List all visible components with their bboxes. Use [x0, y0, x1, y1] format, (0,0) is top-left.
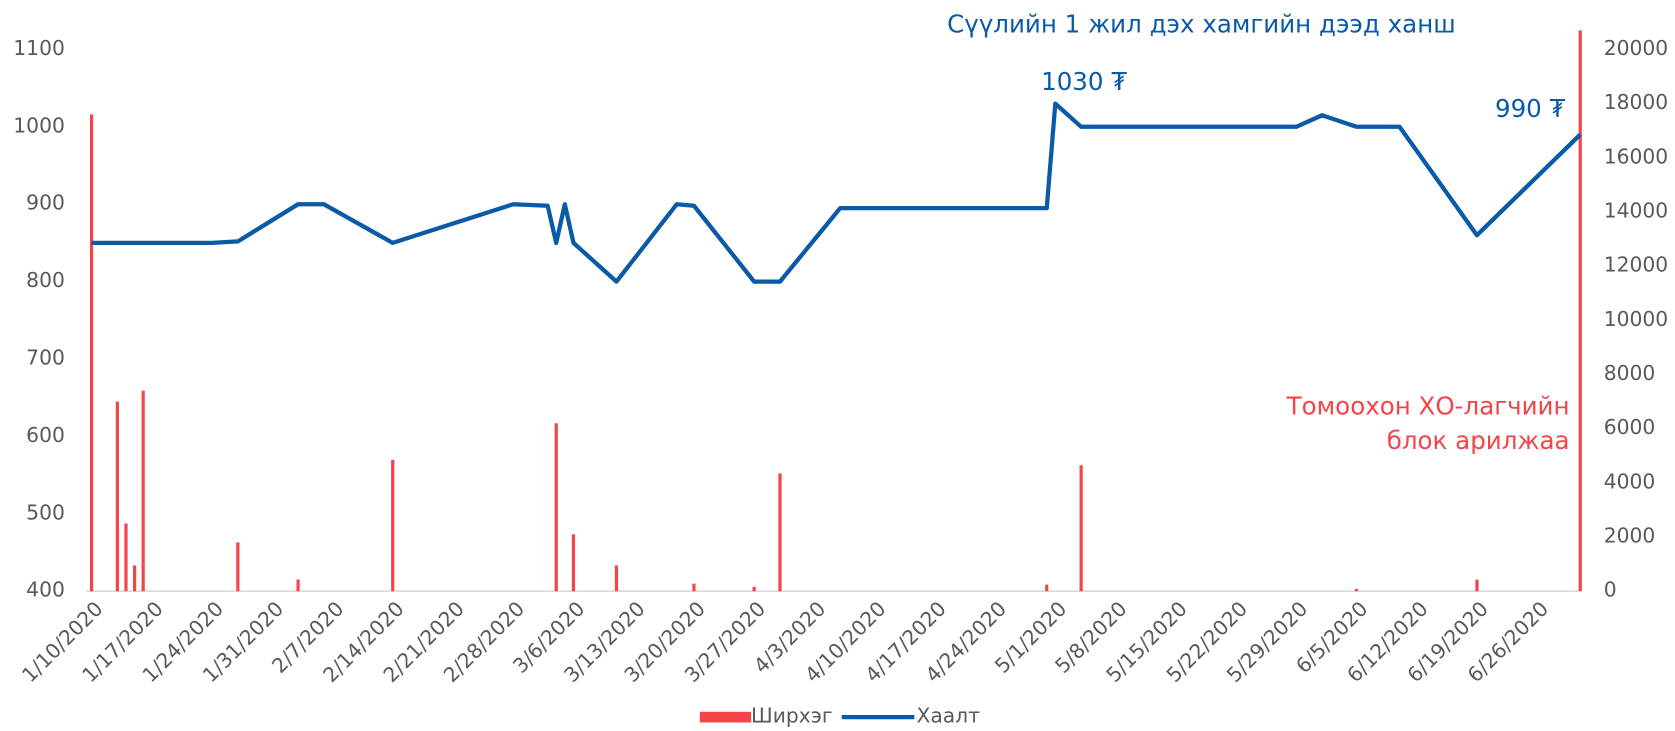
y2-tick-label: 2000	[1604, 524, 1656, 548]
bar	[1475, 580, 1478, 592]
bar	[124, 523, 127, 591]
bar	[391, 460, 394, 591]
y2-tick-label: 16000	[1604, 144, 1668, 168]
bar	[236, 542, 239, 591]
y2-tick-label: 20000	[1604, 36, 1668, 60]
chart-title: Сүүлийн 1 жил дэх хамгийн дээд ханш	[947, 10, 1456, 39]
y-tick-label: 1000	[13, 113, 65, 137]
y-tick-label: 900	[26, 191, 65, 215]
bar	[133, 565, 136, 591]
bar	[555, 423, 558, 591]
bar	[90, 114, 93, 591]
y2-tick-label: 8000	[1604, 361, 1656, 385]
annotation: блок арилжаа	[1387, 426, 1570, 455]
bar	[1045, 585, 1048, 592]
annotation: 1030 ₮	[1041, 67, 1127, 96]
bar	[142, 391, 145, 591]
bar	[778, 473, 781, 591]
bar	[572, 534, 575, 591]
y-tick-label: 1100	[13, 36, 65, 60]
annotation: Томоохон ХО-лагчийн	[1286, 392, 1570, 421]
legend-label: Ширхэг	[751, 704, 832, 728]
y-tick-label: 700	[26, 346, 65, 370]
legend-label: Хаалт	[916, 704, 980, 728]
bar	[116, 402, 119, 592]
legend-swatch	[700, 712, 751, 723]
y-tick-label: 600	[26, 423, 65, 447]
y-tick-label: 500	[26, 500, 65, 524]
bar	[692, 584, 695, 592]
y2-tick-label: 4000	[1604, 469, 1656, 493]
y2-tick-label: 14000	[1604, 198, 1668, 222]
chart: 400 500 600 700 800 900 1000 1100 0 2000 4000 6000 8…	[0, 0, 1675, 731]
y2-tick-label: 0	[1604, 578, 1617, 602]
y-tick-label: 400	[26, 578, 65, 602]
y2-tick-label: 10000	[1604, 307, 1668, 331]
bar	[1080, 465, 1083, 591]
bar	[1579, 30, 1582, 591]
y2-tick-label: 6000	[1604, 415, 1656, 439]
bar	[615, 565, 618, 591]
bar	[753, 587, 756, 591]
annotation: 990 ₮	[1495, 94, 1566, 123]
y2-tick-label: 12000	[1604, 253, 1668, 277]
bar	[1355, 589, 1358, 591]
y2-tick-label: 18000	[1604, 90, 1668, 114]
bar	[296, 580, 299, 592]
y-tick-label: 800	[26, 268, 65, 292]
